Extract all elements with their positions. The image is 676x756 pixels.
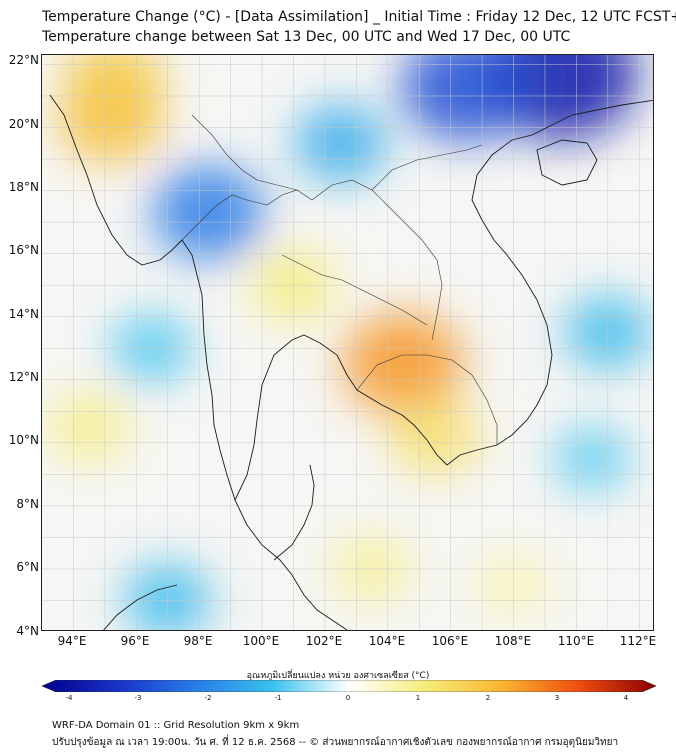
colorbar-title: อุณหภูมิเปลี่ยนแปลง หน่วย องศาเซลเซียส (… [246,671,430,681]
lat-label-22n: 22°N [8,53,39,67]
anomaly-north-myanmar-cold [152,165,265,261]
anomaly-yunnan-cold [402,55,531,142]
lon-label-110e: 110°E [557,634,595,648]
lat-label-12n: 12°N [8,370,39,384]
colorbar-tick-3: 3 [554,694,560,702]
colorbar-tick-0: 0 [345,694,351,702]
footer-update-info: ปรับปรุงข้อมูล ณ เวลา 19:00น. วัน ศ. ที่… [52,737,619,748]
colorbar-ramp [42,680,656,692]
colorbar-tick-2: 2 [485,694,491,702]
lon-label-106e: 106°E [431,634,469,648]
anomaly-field [48,55,652,630]
temperature-change-map [41,54,654,631]
colorbar-tick-4: 4 [623,694,629,702]
country-borders [181,114,498,445]
lat-label-8n: 8°N [16,497,39,511]
coastline-malay-peninsula-east [273,464,315,561]
map-subtitle: Temperature change between Sat 13 Dec, 0… [42,29,571,45]
coastline-mainland [49,94,348,630]
footer-model-info: WRF-DA Domain 01 :: Grid Resolution 9km … [52,720,300,731]
colorbar-tick-minus3: -3 [134,694,142,702]
lat-label-4n: 4°N [16,624,39,638]
lon-label-104e: 104°E [368,634,406,648]
coastline-china-south [531,99,653,136]
border-cambodia [356,354,498,445]
lon-label-98e: 98°E [183,634,213,648]
colorbar-tick-minus1: -1 [274,694,282,702]
lon-label-94e: 94°E [57,634,87,648]
coastline-hainan [536,139,598,186]
anomaly-cambodia-warm [343,312,464,416]
border-laos [311,179,443,341]
graticule [42,55,653,630]
coastlines [49,94,653,630]
anomaly-mekong-delta-warm [390,398,480,475]
colorbar-tick-minus2: -2 [204,694,212,702]
lat-label-6n: 6°N [16,560,39,574]
lat-label-16n: 16°N [8,243,39,257]
lon-label-108e: 108°E [494,634,532,648]
map-title: Temperature Change (°C) - [Data Assimila… [42,9,676,25]
coastline-gulf-of-thailand [234,334,448,501]
lat-label-20n: 20°N [8,117,39,131]
anomaly-laos-north-cold [294,104,387,183]
coastline-sumatra [103,584,178,630]
colorbar [42,680,656,692]
anomaly-andaman-warm [48,392,130,462]
lat-label-18n: 18°N [8,180,39,194]
lat-label-14n: 14°N [8,307,39,321]
colorbar-tick-minus4: -4 [65,694,73,702]
colorbar-tick-1: 1 [415,694,421,702]
border-china-vietnam [371,144,483,191]
border-thailand-myanmar [181,189,313,241]
border-myanmar-north [191,114,298,191]
anomaly-east-vietnam-cold [552,425,632,492]
lon-label-96e: 96°E [120,634,150,648]
coastline-mekong-vietnam [446,134,553,466]
map-canvas [42,55,653,630]
lon-label-112e: 112°E [619,634,657,648]
lon-label-100e: 100°E [242,634,280,648]
lon-label-102e: 102°E [305,634,343,648]
anomaly-myanmar-west-warm-2 [63,55,165,124]
lat-label-10n: 10°N [8,433,39,447]
border-thailand-laos [281,254,428,326]
